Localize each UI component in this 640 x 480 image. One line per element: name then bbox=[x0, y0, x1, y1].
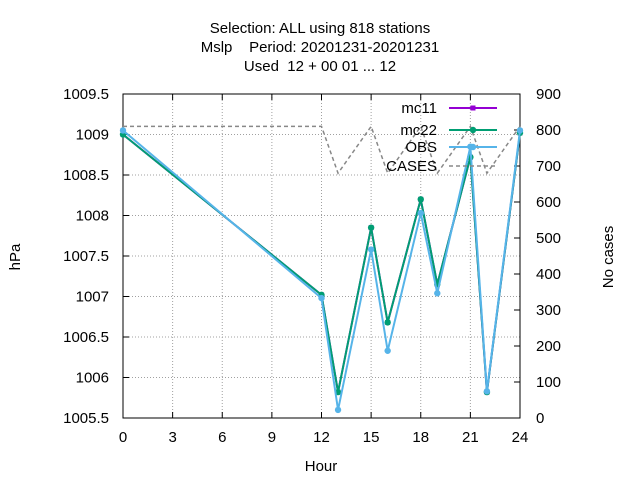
data-point-obs bbox=[417, 209, 424, 217]
legend-label-cases: CASES bbox=[386, 158, 437, 175]
x-tick-label: 21 bbox=[462, 429, 479, 446]
y-tick-label: 1008.5 bbox=[63, 167, 109, 184]
data-point-mc22 bbox=[384, 319, 391, 326]
x-tick-label: 12 bbox=[313, 429, 330, 446]
y2-tick-label: 600 bbox=[536, 194, 561, 211]
y-axis-label: hPa bbox=[7, 243, 24, 270]
y-tick-label: 1008 bbox=[76, 208, 109, 225]
y2-tick-label: 900 bbox=[536, 86, 561, 103]
legend-label-obs: OBS bbox=[405, 139, 437, 156]
legend-label-mc11: mc11 bbox=[401, 100, 437, 117]
grid-layer bbox=[123, 94, 520, 418]
x-tick-label: 15 bbox=[363, 429, 380, 446]
x-tick-label: 0 bbox=[119, 429, 127, 446]
data-point-obs bbox=[434, 290, 441, 297]
data-point-obs bbox=[483, 388, 491, 395]
data-point-obs bbox=[367, 246, 375, 253]
y2-tick-label: 800 bbox=[536, 122, 561, 139]
y-tick-label: 1009 bbox=[76, 127, 109, 144]
y2-axis-label: No cases bbox=[600, 226, 617, 289]
data-point-obs bbox=[516, 127, 524, 134]
data-point-obs bbox=[334, 406, 342, 414]
series-line-obs bbox=[122, 129, 521, 411]
series-layer bbox=[119, 124, 524, 414]
y-tick-label: 1006.5 bbox=[63, 329, 109, 346]
y2-tick-label: 100 bbox=[536, 374, 561, 391]
data-point-obs bbox=[384, 347, 391, 354]
legend-marker-mc22 bbox=[469, 126, 477, 134]
text-layer: Selection: ALL using 818 stations Mslp P… bbox=[7, 20, 617, 475]
y2-tick-label: 700 bbox=[536, 158, 561, 175]
chart-title-line-2: Mslp Period: 20201231-20201231 bbox=[201, 39, 440, 56]
x-tick-label: 9 bbox=[268, 429, 276, 446]
data-point-mc22 bbox=[367, 224, 375, 231]
chart-title-line-1: Selection: ALL using 818 stations bbox=[210, 20, 430, 37]
y2-tick-label: 200 bbox=[536, 338, 561, 355]
chart-title-line-3: Used 12 + 00 01 ... 12 bbox=[244, 58, 396, 75]
x-tick-label: 18 bbox=[412, 429, 429, 446]
y2-tick-label: 0 bbox=[536, 410, 544, 427]
axis-layer: 0 3 6 9 12 15 18 21 24 1005.5 1006 1006.5 1007 1007.5… bbox=[63, 86, 561, 446]
y2-tick-label: 300 bbox=[536, 302, 561, 319]
y-tick-label: 1005.5 bbox=[63, 410, 109, 427]
y-tick-label: 1009.5 bbox=[63, 86, 109, 103]
y2-tick-label: 400 bbox=[536, 266, 561, 283]
y2-tick-label: 500 bbox=[536, 230, 561, 247]
data-point-obs bbox=[119, 127, 127, 134]
x-axis-label: Hour bbox=[305, 458, 338, 475]
y-tick-label: 1007 bbox=[76, 289, 109, 306]
legend-marker-mc11 bbox=[470, 105, 476, 111]
x-tick-label: 24 bbox=[512, 429, 529, 446]
y-tick-label: 1006 bbox=[76, 370, 109, 387]
x-tick-label: 3 bbox=[168, 429, 176, 446]
y-tick-label: 1007.5 bbox=[63, 248, 109, 265]
data-point-mc22 bbox=[417, 196, 424, 203]
legend-label-mc22: mc22 bbox=[400, 122, 437, 139]
data-point-obs bbox=[318, 294, 325, 302]
legend-marker-obs bbox=[469, 143, 477, 151]
x-tick-label: 6 bbox=[218, 429, 226, 446]
